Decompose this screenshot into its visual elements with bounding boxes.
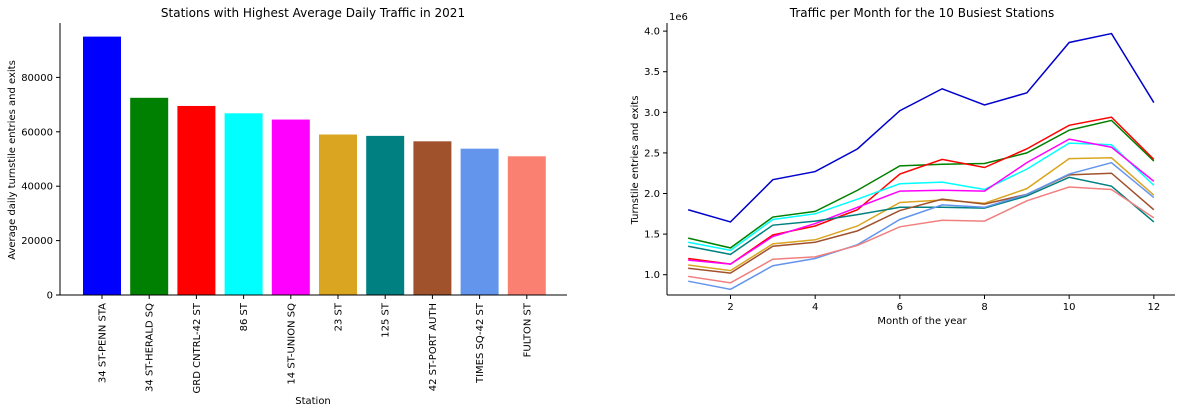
x-tick-label: 34 ST-HERALD SQ xyxy=(145,303,156,392)
line-series-group xyxy=(687,32,1155,291)
line-y-offset-label: 1e6 xyxy=(669,12,688,23)
series-line xyxy=(688,142,1155,252)
y-tick-label: 0 xyxy=(47,291,53,302)
x-tick-label: 34 ST-PENN STA xyxy=(98,303,109,383)
bar xyxy=(224,113,263,295)
x-tick-label: FULTON ST xyxy=(522,302,533,357)
bar xyxy=(460,148,499,295)
y-tick-label: 3.5 xyxy=(644,67,660,78)
y-tick-label: 2.0 xyxy=(644,189,660,200)
bar xyxy=(319,134,357,295)
x-tick-label: 125 ST xyxy=(381,302,392,338)
bar-y-ticks: 0 20000 40000 60000 80000 xyxy=(21,73,60,302)
y-tick-label: 3.0 xyxy=(644,108,660,119)
line-chart-title: Traffic per Month for the 10 Busiest Sta… xyxy=(789,6,1054,20)
bar xyxy=(177,105,216,296)
bar xyxy=(271,119,310,295)
bar-y-axis-label: Average daily turnstile entries and exit… xyxy=(7,60,18,260)
x-tick-label: 4 xyxy=(812,302,818,313)
line-x-ticks: 2 4 6 8 10 12 xyxy=(727,295,1160,313)
x-tick-label: 10 xyxy=(1063,302,1076,313)
line-x-axis-label: Month of the year xyxy=(877,316,967,327)
series-line xyxy=(688,172,1155,274)
x-tick-label: 42 ST-PORT AUTH xyxy=(428,303,439,391)
y-tick-label: 1.5 xyxy=(644,230,660,241)
y-tick-label: 2.5 xyxy=(644,148,660,159)
series-line xyxy=(688,116,1155,265)
bar-chart-title: Stations with Highest Average Daily Traf… xyxy=(161,6,465,20)
series-line xyxy=(687,32,1155,223)
y-tick-label: 40000 xyxy=(21,182,53,193)
x-tick-label: GRD CNTRL-42 ST xyxy=(192,302,203,393)
x-tick-label: 2 xyxy=(727,302,733,313)
bar-chart: Stations with Highest Average Daily Traf… xyxy=(7,6,567,407)
bar xyxy=(83,36,121,295)
bar xyxy=(366,135,405,295)
x-tick-label: TIMES SQ-42 ST xyxy=(475,302,486,384)
x-tick-label: 6 xyxy=(897,302,903,313)
x-tick-label: 86 ST xyxy=(239,302,250,331)
bar xyxy=(413,141,452,295)
line-y-axis-label: Turnstile entries and exits xyxy=(630,96,641,226)
x-tick-label: 23 ST xyxy=(334,302,345,331)
bar-x-axis-label: Station xyxy=(295,396,331,407)
series-line xyxy=(688,176,1155,256)
x-tick-label: 14 ST-UNION SQ xyxy=(286,303,297,385)
series-line xyxy=(688,119,1155,249)
y-tick-label: 80000 xyxy=(21,73,53,84)
series-line xyxy=(688,138,1155,265)
bar xyxy=(130,97,169,295)
bar-series xyxy=(83,36,546,296)
series-line xyxy=(688,157,1155,272)
y-tick-label: 20000 xyxy=(21,236,53,247)
series-line xyxy=(688,161,1155,291)
y-tick-label: 60000 xyxy=(21,127,53,138)
line-chart: Traffic per Month for the 10 Busiest Sta… xyxy=(630,6,1175,327)
x-tick-label: 12 xyxy=(1147,302,1160,313)
bar xyxy=(507,156,546,295)
line-y-ticks: 1.0 1.5 2.0 2.5 3.0 3.5 4.0 xyxy=(644,27,667,281)
series-line xyxy=(688,186,1155,284)
x-tick-label: 8 xyxy=(981,302,987,313)
bar-x-ticks: 34 ST-PENN STA 34 ST-HERALD SQ GRD CNTRL-4… xyxy=(98,295,533,393)
y-tick-label: 4.0 xyxy=(644,27,660,38)
y-tick-label: 1.0 xyxy=(644,270,660,281)
